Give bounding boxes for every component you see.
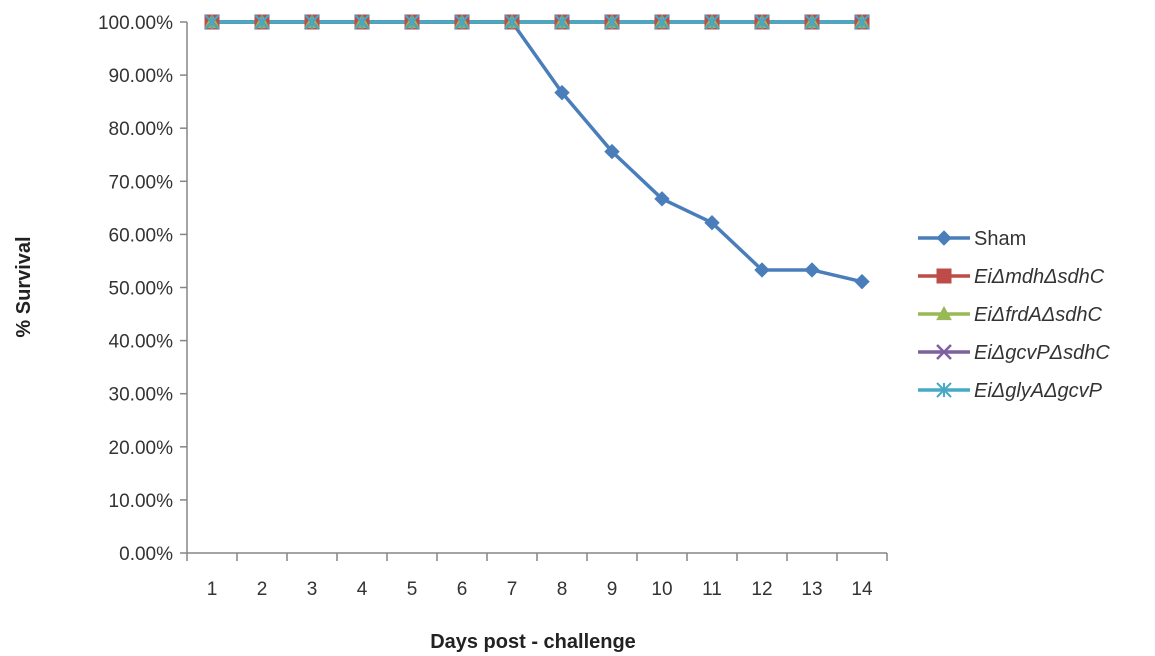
x-tick-label: 3	[307, 579, 318, 600]
series-0	[212, 20, 863, 284]
x-tick-label: 2	[257, 579, 268, 600]
x-tick-label: 10	[651, 579, 672, 600]
data-point	[554, 84, 570, 101]
legend-marker	[936, 382, 952, 398]
legend-item: Sham	[918, 228, 1026, 250]
data-point	[704, 14, 720, 30]
x-tick-label: 13	[801, 579, 822, 600]
series-line	[212, 20, 863, 284]
x-tick-label: 6	[457, 579, 468, 600]
legend: Sham EiΔmdhΔsdhC EiΔfrdAΔsdhC EiΔgcvPΔsdhC E…	[918, 228, 1110, 402]
data-point	[854, 14, 870, 30]
data-point	[754, 262, 770, 278]
data-point	[254, 14, 270, 30]
axes: 0.00% 10.00% 20.00% 30.00% 40.00% 50.00% 60.00…	[98, 13, 888, 600]
y-tick-label: 40.00%	[109, 332, 174, 353]
legend-label: EiΔglyAΔgcvP	[974, 380, 1103, 402]
y-tick-label: 30.00%	[109, 385, 174, 406]
x-tick-label: 12	[751, 579, 772, 600]
data-point	[604, 143, 620, 160]
legend-marker	[936, 230, 952, 246]
y-tick-label: 70.00%	[109, 172, 174, 193]
y-tick-label: 80.00%	[109, 119, 174, 140]
x-tick-label: 4	[357, 579, 368, 600]
legend-marker	[936, 344, 952, 360]
y-tick-label: 60.00%	[109, 225, 174, 246]
legend-label: EiΔgcvPΔsdhC	[974, 342, 1110, 364]
data-point	[804, 14, 820, 30]
legend-item: EiΔmdhΔsdhC	[918, 266, 1105, 288]
data-point	[354, 14, 370, 30]
legend-label: EiΔfrdAΔsdhC	[974, 304, 1103, 326]
y-tick-label: 10.00%	[109, 491, 174, 512]
legend-marker	[936, 305, 952, 321]
x-tick-label: 11	[702, 579, 722, 600]
y-tick-label: 20.00%	[109, 438, 174, 459]
y-axis-title: % Survival	[13, 236, 35, 337]
legend-item: EiΔglyAΔgcvP	[918, 380, 1103, 402]
x-tick-label: 5	[407, 579, 418, 600]
data-point	[754, 14, 770, 30]
x-axis-title: Days post - challenge	[430, 631, 636, 653]
data-point	[404, 14, 420, 30]
data-point	[204, 14, 220, 30]
y-tick-label: 90.00%	[109, 66, 174, 87]
x-tick-label: 9	[607, 579, 618, 600]
data-point	[454, 14, 470, 30]
x-tick-label: 8	[557, 579, 568, 600]
data-point	[804, 262, 820, 278]
y-tick-label: 100.00%	[98, 13, 173, 34]
data-point	[304, 14, 320, 30]
x-tick-label: 1	[207, 579, 218, 600]
data-point	[554, 14, 570, 30]
data-point	[604, 14, 620, 30]
data-point	[654, 191, 670, 207]
legend-item: EiΔgcvPΔsdhC	[918, 342, 1110, 364]
data-point	[504, 14, 520, 30]
legend-item: EiΔfrdAΔsdhC	[918, 304, 1103, 326]
y-tick-label: 50.00%	[109, 279, 174, 300]
data-point	[854, 273, 870, 290]
legend-marker	[936, 268, 952, 284]
data-point	[654, 14, 670, 30]
y-tick-label: 0.00%	[119, 544, 173, 565]
x-tick-label: 7	[507, 579, 518, 600]
legend-label: Sham	[974, 228, 1026, 250]
marker-stroke	[936, 344, 952, 360]
x-tick-label: 14	[851, 579, 873, 600]
legend-label: EiΔmdhΔsdhC	[974, 266, 1105, 288]
series-layer	[204, 13, 870, 290]
data-point	[704, 215, 720, 231]
series-markers-4	[204, 14, 870, 30]
